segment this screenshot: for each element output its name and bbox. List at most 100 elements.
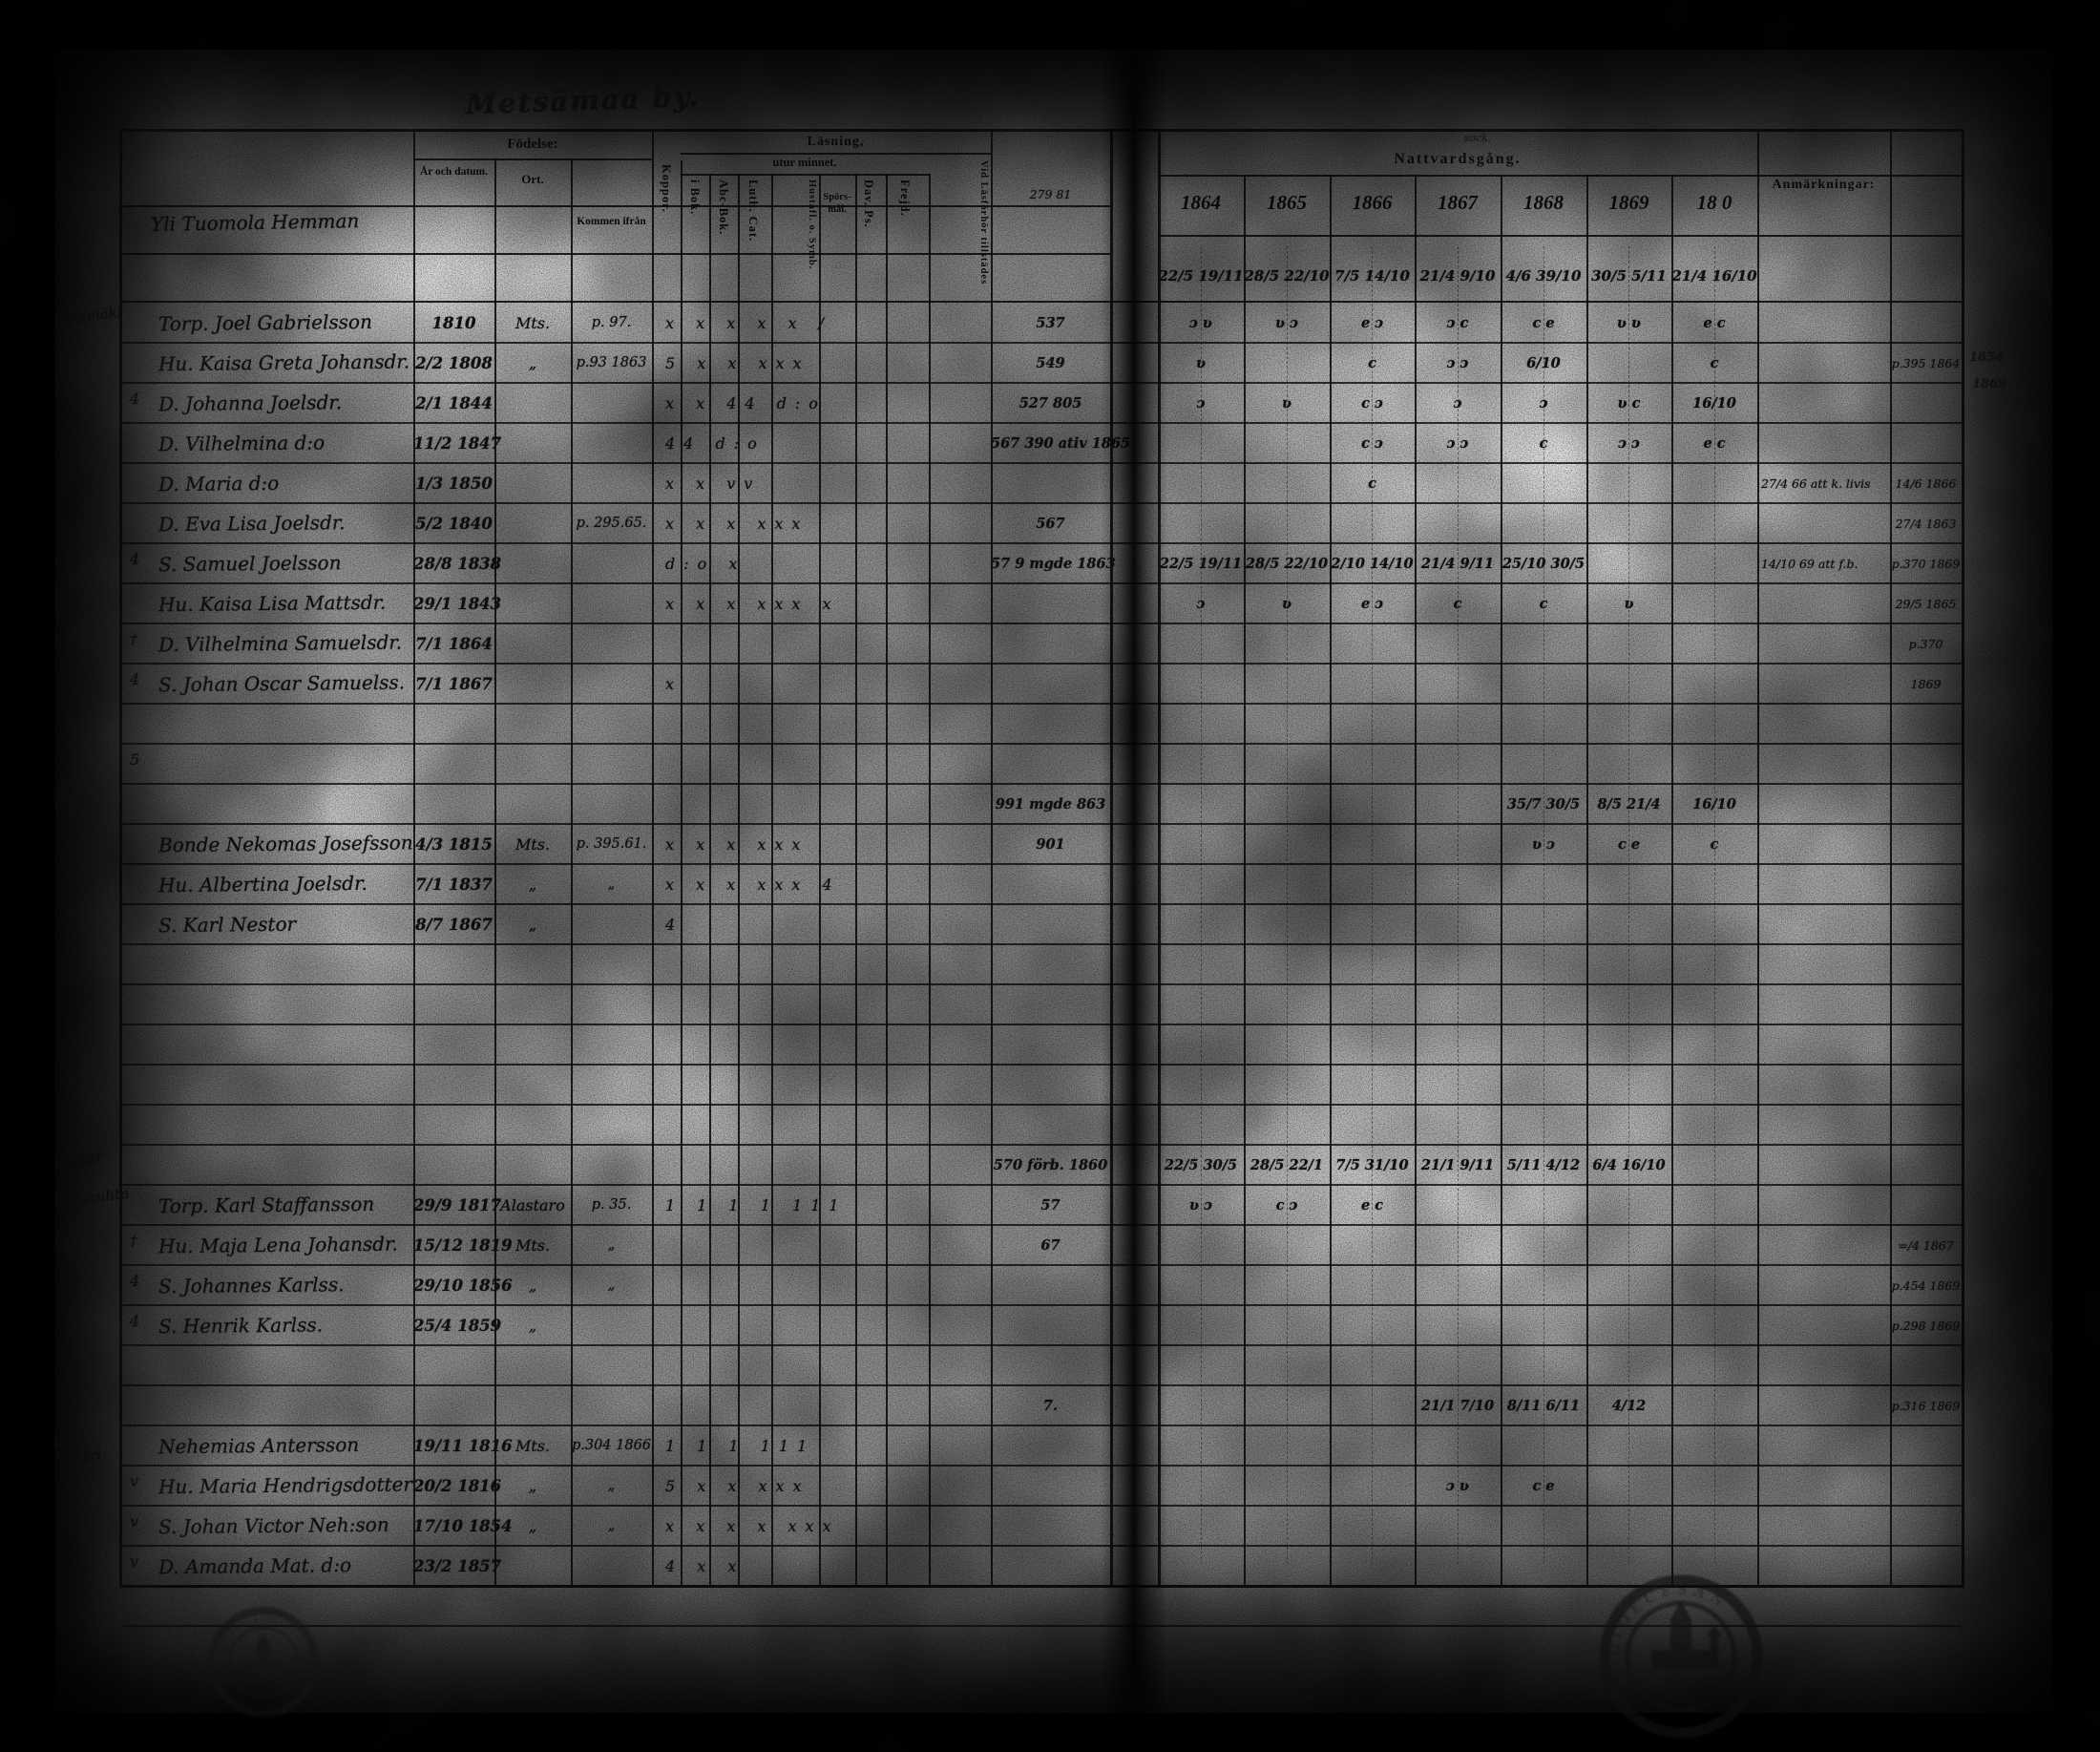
table-row: Hu. Albertina Joelsdr. 7/1 1837 „ „ x x …	[122, 865, 1962, 905]
person-name	[122, 962, 413, 965]
communion-cell-1869: 8/5 21/4	[1597, 795, 1661, 813]
table-row: v S. Johan Victor Neh:son 17/10 1854 „ „…	[122, 1507, 1962, 1547]
communion-cell-1868: ʋ ɔ	[1532, 835, 1555, 853]
tally-number: 570 förb. 1860	[993, 1156, 1108, 1173]
reading-marks: x x x x xxx	[665, 1516, 840, 1535]
communion-cell-1866: e ɔ	[1360, 314, 1384, 331]
margin-note	[53, 384, 119, 392]
reading-marks: x x vv	[665, 474, 762, 493]
origin-note: p.93 1863	[576, 355, 647, 370]
birth-date: 25/4 1859	[413, 1316, 502, 1335]
communion-cell-1868: 5/11 4/12	[1506, 1156, 1581, 1173]
outside-note: 1854	[1969, 350, 2005, 365]
birth-date: 7/1 1837	[415, 875, 493, 894]
reference-note: 29/5 1865	[1895, 596, 1957, 611]
tally-number: 7.	[1042, 1397, 1059, 1414]
table-row	[122, 1066, 1962, 1106]
table-row: D. Maria d:o 1/3 1850 x x vv c	[122, 464, 1962, 504]
communion-cell-1870: e c	[1703, 434, 1726, 452]
tally-number: 57	[1040, 1196, 1060, 1214]
reading-marks: x x x xxx	[665, 834, 809, 854]
year-header-1866: 1866	[1352, 191, 1393, 214]
reference-note: p.454 1869	[1891, 1277, 1961, 1293]
communion-cell-1869: ɔ ɔ	[1618, 434, 1640, 452]
communion-cell-1865: c ɔ	[1275, 1196, 1298, 1214]
birth-date: 7/1 1867	[415, 674, 493, 693]
person-name: D. Johanna Joelsdr.	[158, 391, 343, 416]
birth-place: Mts.	[514, 834, 551, 854]
year-header-1865: 1865	[1267, 191, 1307, 214]
person-name: Torp. Karl Staffansson	[158, 1192, 375, 1218]
margin-note	[53, 1547, 119, 1555]
communion-cell-1865: 28/5 22/1	[1250, 1156, 1324, 1173]
person-name: D. Vilhelmina d:o	[158, 431, 326, 456]
tally-top: 279 81	[1029, 187, 1072, 201]
table-row: 4 S. Johannes Karlss. 29/10 1856 „ „	[122, 1266, 1962, 1306]
table-row: D. Eva Lisa Joelsdr. 5/2 1840 p. 295.65.…	[122, 504, 1962, 544]
person-name: D. Vilhelmina Samuelsdr.	[158, 630, 403, 657]
margin-note	[53, 424, 119, 433]
margin-note	[53, 344, 119, 352]
origin-note: „	[607, 876, 616, 892]
person-name: S. Samuel Joelsson	[158, 551, 342, 577]
person-name: Hu. Maria Hendrigsdotter	[158, 1472, 413, 1499]
table-row	[122, 945, 1962, 985]
year-header-1864: 1864	[1181, 191, 1221, 214]
column-header-anmarkningar: Anmärkningar:	[1772, 178, 1876, 192]
margin-note	[53, 1025, 119, 1034]
communion-cell-1867: ɔ ɔ	[1446, 354, 1469, 371]
birth-date: 29/9 1817	[413, 1195, 502, 1214]
remark: 14/10 69 att f.b.	[1761, 556, 1858, 571]
person-name: S. Johan Victor Neh:son	[158, 1512, 389, 1539]
birth-place: Alastaro	[500, 1195, 565, 1214]
table-row: † Hu. Maja Lena Johansdr. 15/12 1819 Mts…	[122, 1226, 1962, 1266]
margin-note	[53, 1587, 119, 1595]
origin-note: „	[607, 1277, 616, 1293]
table-row: Bonde Nekomas Josefsson 4/3 1815 Mts. p.…	[122, 825, 1962, 865]
margin-note	[53, 865, 119, 874]
birth-date: 2/2 1808	[415, 353, 493, 372]
communion-dates-1864: 22/5 19/11	[1158, 267, 1244, 285]
communion-cell-1864: ʋ	[1195, 354, 1207, 371]
communion-cell-1867: c	[1453, 595, 1462, 612]
column-header-sporsmal: Spörs-mål.	[823, 192, 851, 216]
year-header-1867: 1867	[1438, 191, 1478, 214]
table-row: Ristimäki Torp. Joel Gabrielsson 1810 Mt…	[52, 304, 1962, 344]
reference-note: 1869	[1910, 676, 1942, 691]
reading-marks: 1 1 1 111	[665, 1436, 816, 1455]
communion-cell-1867: 21/4 9/11	[1420, 555, 1495, 572]
margin-note	[53, 1346, 119, 1355]
communion-cell-1868: c e	[1532, 314, 1555, 331]
table-row: Hu. Kaisa Greta Johansdr. 2/2 1808 „ p.9…	[122, 344, 1962, 384]
birth-date: 5/2 1840	[415, 514, 493, 533]
origin-note: „	[607, 1518, 616, 1533]
margin-note	[53, 905, 119, 914]
communion-cell-1865: ʋ	[1281, 394, 1292, 412]
reading-marks: 4	[665, 915, 684, 934]
communion-cell-1866: c ɔ	[1361, 394, 1383, 412]
origin-note: „	[607, 1478, 616, 1493]
year-header-1868: 1868	[1523, 191, 1564, 214]
person-name: D. Eva Lisa Joelsdr.	[158, 511, 346, 537]
tally-number: 567 390 ativ 1865	[991, 434, 1131, 452]
communion-cell-1864: ɔ	[1196, 595, 1206, 612]
column-header-vid-lasforhor: Vid Läsförhör tillstädes	[978, 160, 989, 285]
table-row	[122, 985, 1962, 1025]
reading-marks: x x x xxx	[665, 514, 809, 533]
table-row: E. Hu. Kaisa Lisa Mattsdr. 29/1 1843 x x…	[52, 584, 1962, 624]
origin-note: „	[607, 1237, 616, 1253]
margin-note	[53, 1066, 119, 1074]
reading-marks: 1 1 1 1 111	[665, 1195, 848, 1214]
communion-dates-1869: 30/5 5/11	[1591, 267, 1667, 285]
margin-note	[53, 1386, 119, 1395]
margin-note: E.	[52, 590, 70, 610]
person-name: D. Amanda Mat. d:o	[158, 1553, 352, 1579]
person-name	[122, 1043, 413, 1045]
table-row: v Hu. Maria Hendrigsdotter 20/2 1816 „ „…	[122, 1467, 1962, 1507]
communion-cell-1866: e c	[1360, 1196, 1384, 1214]
birth-date: 1/3 1850	[415, 474, 493, 493]
grid-line	[122, 301, 1962, 303]
reference-note: 27/4 1863	[1895, 516, 1957, 531]
margin-note	[53, 1266, 119, 1275]
